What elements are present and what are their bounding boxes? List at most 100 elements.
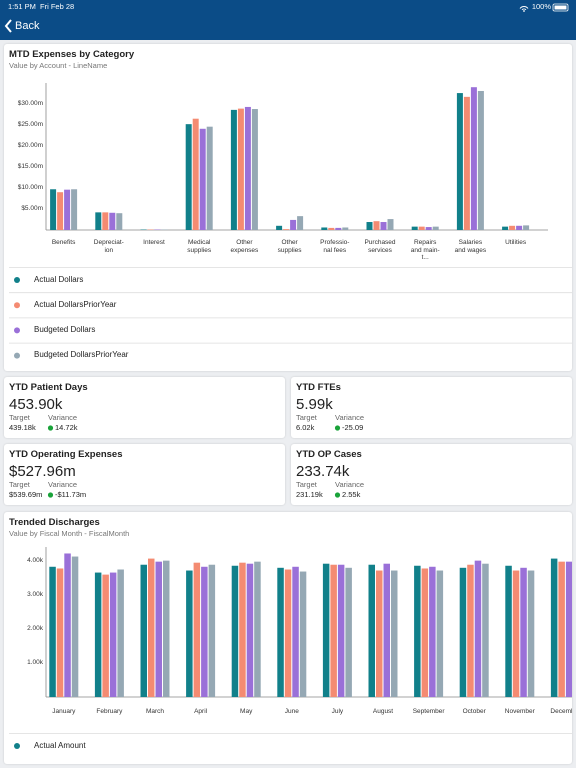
x-tick-label: Utilities xyxy=(505,239,527,247)
bar xyxy=(342,227,349,230)
bar xyxy=(71,189,78,230)
bar xyxy=(429,566,436,697)
y-tick-label: $10.00m xyxy=(17,184,43,192)
wifi-icon xyxy=(519,6,529,11)
chart-subtitle: Value by Account - LineName xyxy=(9,60,108,70)
bar xyxy=(276,225,283,230)
bar xyxy=(425,227,432,230)
variance-indicator xyxy=(334,425,341,431)
x-tick-label: December xyxy=(550,708,572,716)
x-tick-label: April xyxy=(194,708,208,716)
bar xyxy=(565,561,572,697)
chart-title: MTD Expenses by Category xyxy=(9,48,135,60)
bar xyxy=(109,212,116,230)
bar xyxy=(277,567,284,697)
bar xyxy=(237,108,244,230)
bar xyxy=(64,553,71,697)
kpi-variance: 2.55k xyxy=(342,489,361,499)
bar xyxy=(459,567,467,697)
kpi-title: YTD Operating Expenses xyxy=(9,448,123,460)
legend-label: Budgeted DollarsPriorYear xyxy=(34,350,129,360)
chart-title: Trended Discharges xyxy=(9,516,100,528)
kpi-variance-label: Variance xyxy=(335,412,365,422)
kpi-value: $527.96m xyxy=(9,462,76,480)
bar xyxy=(254,561,261,697)
kpi-card: YTD FTEs 5.99k Target 6.02k Variance -25.09 xyxy=(291,377,572,438)
header-icons xyxy=(4,3,569,33)
kpi-title: YTD OP Cases xyxy=(296,448,362,460)
kpi-icons xyxy=(334,492,341,498)
bar xyxy=(102,574,109,697)
bar xyxy=(57,192,64,230)
kpi-target-label: Target xyxy=(9,412,30,422)
bar xyxy=(163,560,170,697)
bar xyxy=(456,93,463,230)
bar xyxy=(322,563,330,697)
bar xyxy=(502,226,509,230)
kpi-variance-label: Variance xyxy=(335,479,365,489)
bar xyxy=(432,226,439,230)
legend-swatch xyxy=(14,352,20,359)
bar xyxy=(527,570,535,697)
kpi-card: YTD Patient Days 453.90k Target 439.18k Vari… xyxy=(4,377,285,438)
bar xyxy=(185,124,192,230)
bar xyxy=(155,561,162,697)
bar xyxy=(109,572,117,697)
kpi-target-label: Target xyxy=(296,479,317,489)
bar xyxy=(206,126,213,230)
y-tick-label: $30.00m xyxy=(17,100,43,108)
chart-subtitle: Value by Fiscal Month - FiscalMonth xyxy=(9,528,130,538)
x-tick-label: Professio- nal fees xyxy=(320,239,350,254)
kpi-card: YTD Operating Expenses $527.96m Target $539… xyxy=(4,444,285,505)
bar xyxy=(230,109,237,230)
bar xyxy=(299,571,307,697)
kpi-title: YTD Patient Days xyxy=(9,381,88,393)
bar xyxy=(558,561,565,697)
bar xyxy=(505,565,512,697)
y-tick-label: $25.00m xyxy=(17,121,43,129)
bar xyxy=(368,564,375,697)
bar xyxy=(421,568,429,697)
legend-swatch xyxy=(14,327,20,334)
bar xyxy=(116,213,123,230)
bar xyxy=(470,87,477,230)
x-tick-label: June xyxy=(284,708,299,716)
kpi-value: 233.74k xyxy=(296,462,350,480)
y-tick-label: $15.00m xyxy=(17,163,43,171)
bar xyxy=(94,572,102,697)
kpi-target: $539.69m xyxy=(9,489,43,499)
bar xyxy=(201,566,208,697)
bar xyxy=(95,212,102,230)
legend-label: Actual DollarsPriorYear xyxy=(34,299,117,309)
bar xyxy=(467,564,474,697)
kpi-variance: 14.72k xyxy=(55,422,78,432)
bar xyxy=(199,128,206,230)
x-tick-label: Benefits xyxy=(51,239,76,247)
bar xyxy=(383,563,390,697)
bar xyxy=(523,225,530,230)
x-tick-label: Interest xyxy=(143,239,165,247)
kpi-target: 439.18k xyxy=(9,422,36,432)
legend-label: Actual Dollars xyxy=(34,274,84,284)
back-chevron[interactable] xyxy=(4,19,12,33)
chart-card: MTD Expenses by Category Value by Account… xyxy=(4,44,572,371)
back-button[interactable]: Back xyxy=(15,20,40,32)
status-date: Fri Feb 28 xyxy=(40,2,75,11)
kpi-variance: -25.09 xyxy=(342,422,364,432)
battery-percent: 100% xyxy=(531,2,551,11)
bar xyxy=(328,227,335,230)
bar xyxy=(117,569,124,697)
x-tick-label: September xyxy=(412,708,445,716)
kpi-target-label: Target xyxy=(9,479,30,489)
bar xyxy=(244,106,251,230)
bar xyxy=(391,570,398,697)
bar xyxy=(520,567,527,697)
bar xyxy=(380,222,387,230)
x-tick-label: October xyxy=(462,708,486,716)
bar xyxy=(376,570,383,697)
bar xyxy=(192,118,199,230)
bar xyxy=(193,562,201,697)
bar xyxy=(509,225,516,230)
bar xyxy=(283,229,290,230)
